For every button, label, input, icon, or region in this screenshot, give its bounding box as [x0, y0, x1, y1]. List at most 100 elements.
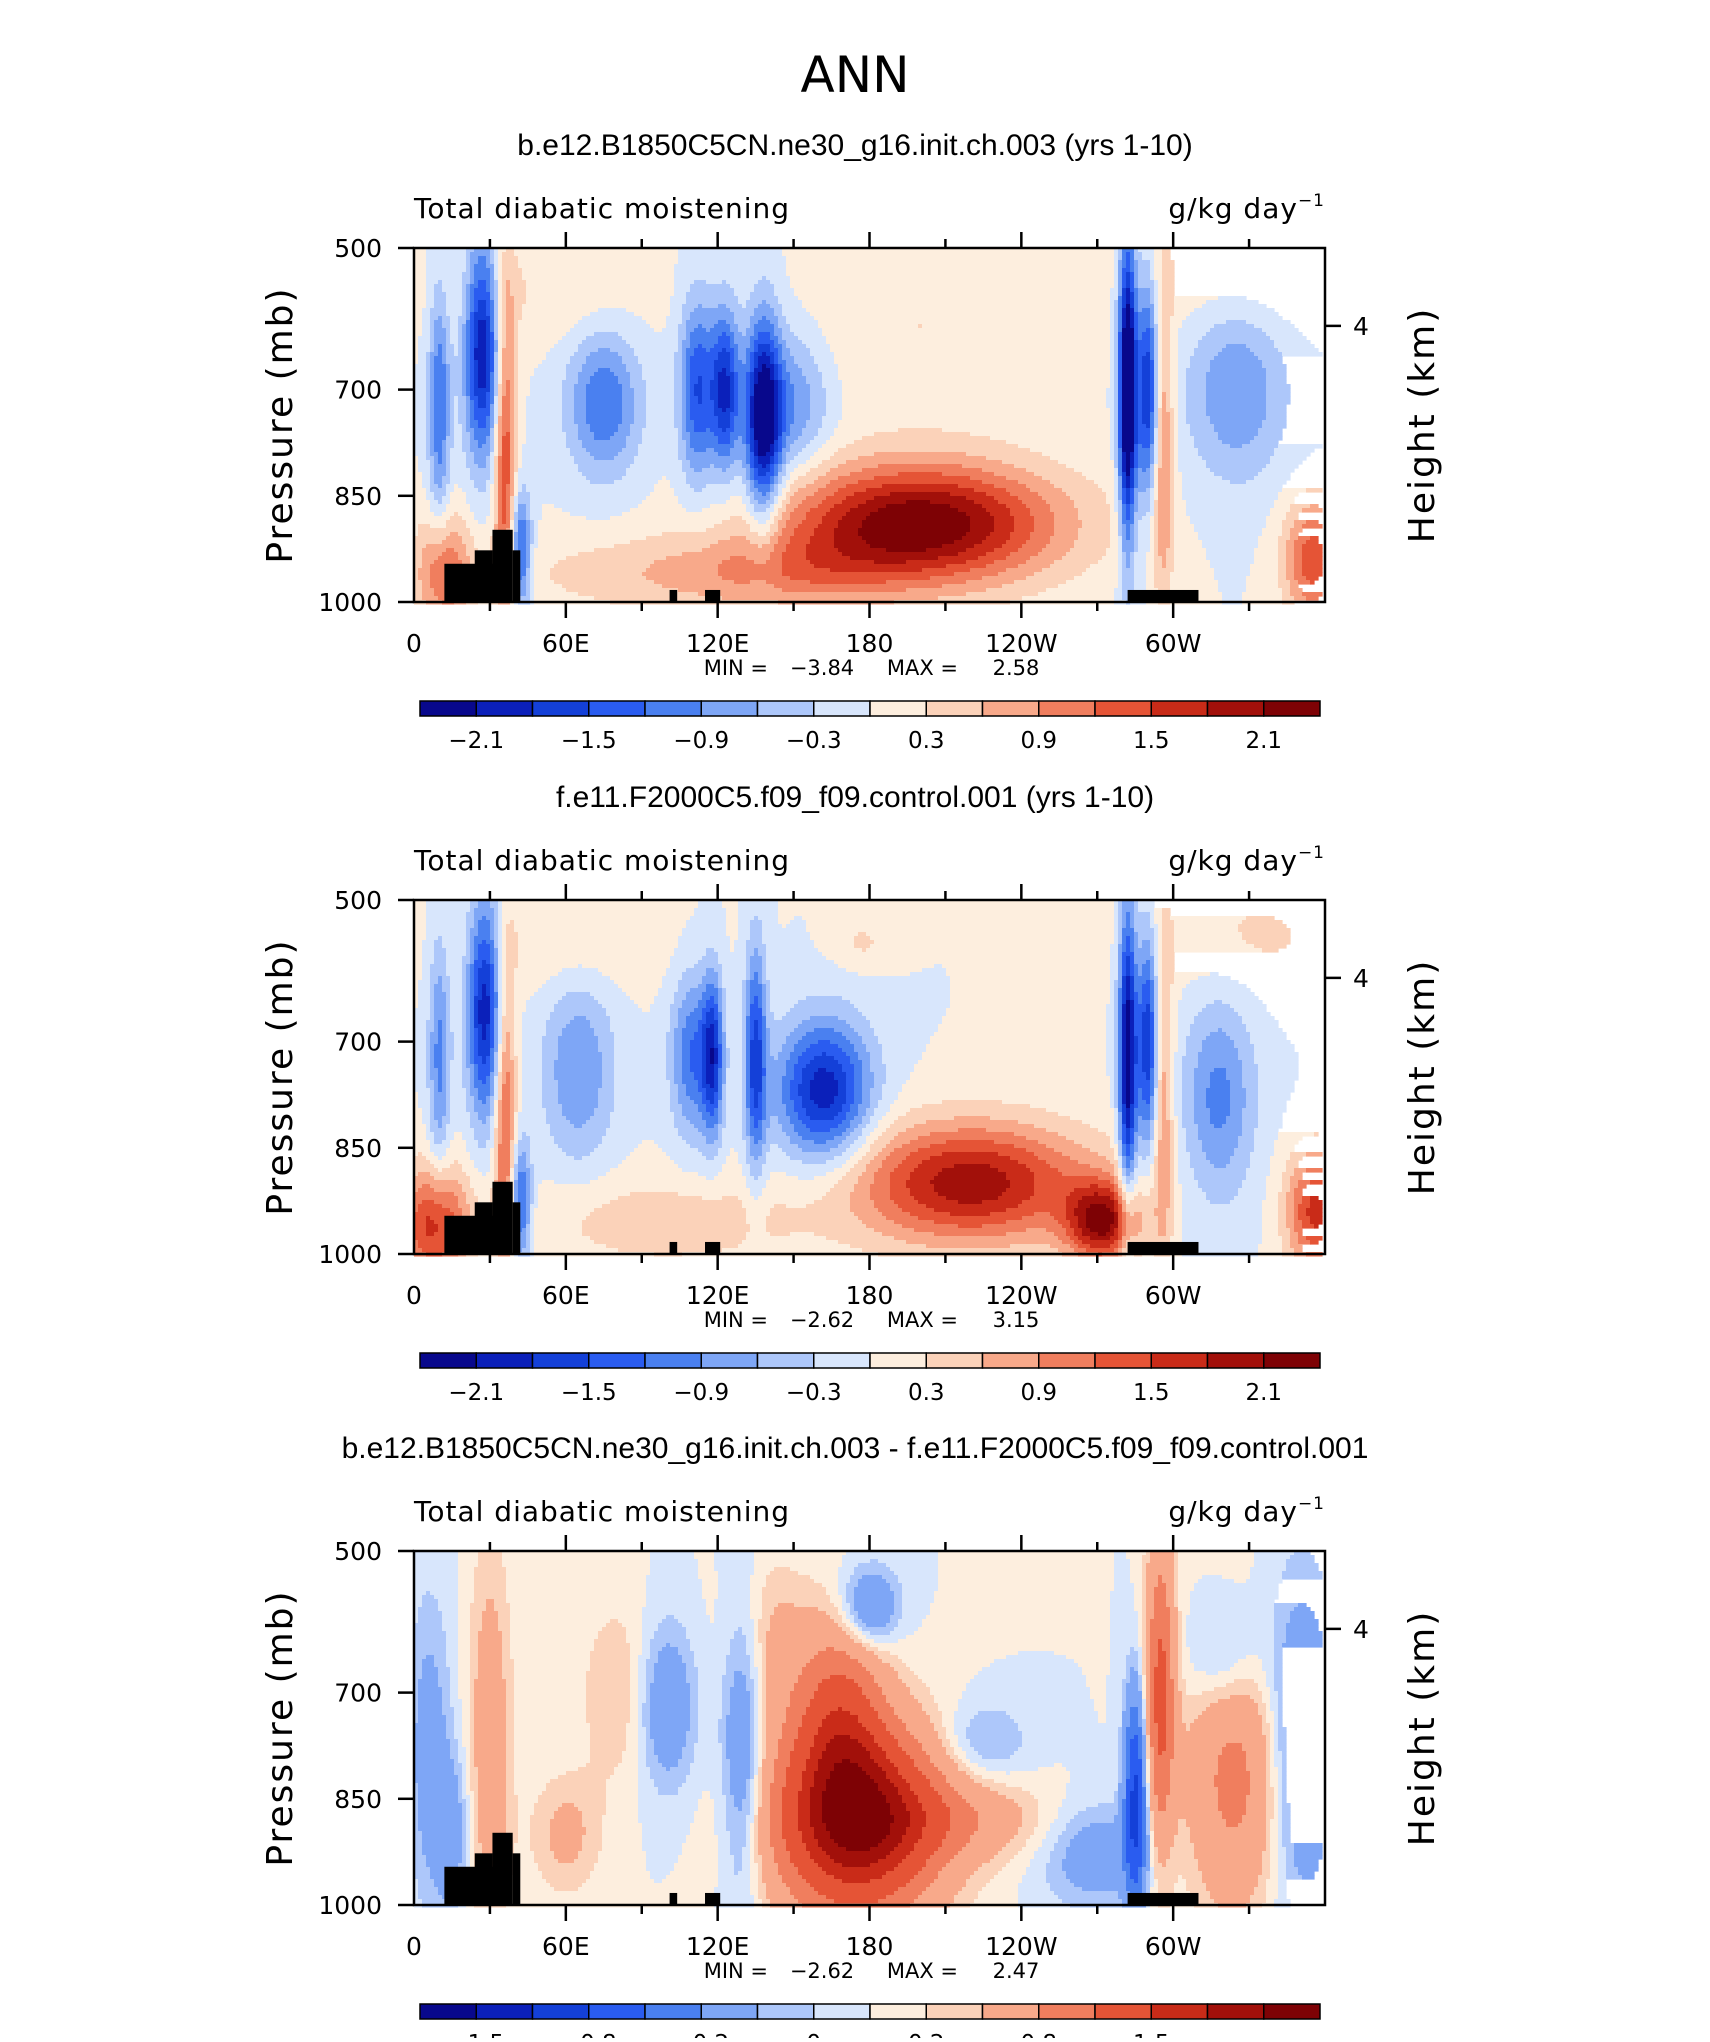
contour-cell — [1130, 316, 1135, 321]
contour-cell — [502, 444, 511, 449]
contour-cell — [1186, 400, 1207, 405]
contour-cell — [474, 960, 483, 965]
contour-cell — [866, 488, 975, 493]
contour-cell — [1134, 400, 1139, 405]
contour-cell — [942, 428, 1111, 433]
contour-cell — [670, 480, 687, 485]
contour-cell — [1154, 560, 1163, 565]
contour-cell — [502, 956, 507, 961]
contour-cell — [1118, 500, 1123, 505]
contour-cell — [1138, 456, 1151, 461]
contour-cell — [490, 360, 495, 365]
contour-cell — [682, 976, 703, 981]
contour-cell — [1114, 428, 1119, 433]
contour-cell — [718, 564, 783, 569]
contour-cell — [1282, 588, 1291, 593]
contour-cell — [430, 396, 435, 401]
contour-cell — [438, 484, 443, 489]
contour-cell — [1142, 388, 1151, 393]
contour-cell — [510, 396, 515, 401]
contour-cell — [1170, 916, 1247, 921]
contour-cell — [790, 484, 807, 489]
contour-cell — [770, 488, 775, 493]
contour-cell — [474, 404, 479, 409]
contour-cell — [802, 300, 1111, 305]
contour-cell — [650, 492, 675, 497]
contour-cell — [490, 376, 495, 381]
contour-cell — [478, 980, 491, 985]
contour-cell — [1122, 308, 1127, 313]
contour-cell — [1042, 496, 1071, 501]
contour-cell — [746, 980, 751, 985]
contour-cell — [1162, 380, 1171, 385]
contour-cell — [506, 924, 515, 929]
contour-cell — [490, 356, 495, 361]
contour-cell — [1174, 448, 1179, 453]
contour-cell — [1126, 252, 1131, 257]
contour-cell — [750, 292, 775, 297]
contour-cell — [414, 332, 423, 337]
contour-cell — [738, 384, 747, 389]
contour-cell — [1134, 320, 1139, 325]
contour-cell — [466, 412, 471, 417]
contour-cell — [566, 444, 583, 449]
contour-cell — [1246, 344, 1275, 349]
contour-cell — [498, 368, 503, 373]
contour-cell — [498, 256, 503, 261]
contour-cell — [1162, 388, 1171, 393]
contour-cell — [1174, 924, 1239, 929]
contour-cell — [1154, 516, 1159, 521]
contour-cell — [490, 320, 495, 325]
contour-cell — [1114, 444, 1119, 449]
contour-cell — [470, 256, 479, 261]
contour-cell — [1122, 932, 1135, 937]
contour-cell — [506, 504, 511, 509]
contour-cell — [1142, 368, 1151, 373]
contour-cell — [834, 492, 855, 497]
contour-cell — [522, 312, 591, 317]
contour-cell — [782, 512, 791, 517]
contour-cell — [1118, 944, 1123, 949]
contour-cell — [758, 916, 779, 921]
contour-cell — [738, 924, 751, 929]
contour-cell — [506, 964, 519, 969]
contour-cell — [518, 392, 531, 397]
contour-cell — [494, 264, 499, 269]
contour-cell — [486, 520, 495, 525]
contour-cell — [514, 376, 519, 381]
contour-cell — [782, 400, 787, 405]
contour-cell — [1146, 584, 1155, 589]
contour-cell — [466, 424, 471, 429]
contour-cell — [430, 436, 435, 441]
contour-cell — [462, 968, 467, 973]
contour-cell — [750, 444, 755, 449]
contour-cell — [1150, 480, 1155, 485]
contour-cell — [506, 344, 515, 349]
contour-cell — [786, 468, 795, 473]
contour-cell — [690, 372, 715, 377]
contour-cell — [514, 924, 687, 929]
contour-cell — [466, 396, 471, 401]
topography-block — [705, 590, 720, 602]
contour-cell — [494, 972, 499, 977]
contour-cell — [510, 412, 515, 417]
contour-cell — [458, 556, 471, 561]
contour-cell — [722, 964, 747, 969]
contour-cell — [630, 432, 643, 437]
contour-cell — [986, 456, 1051, 461]
contour-cell — [1170, 380, 1179, 385]
contour-cell — [1214, 424, 1263, 429]
contour-cell — [1138, 320, 1151, 325]
contour-cell — [770, 464, 775, 469]
contour-cell — [782, 436, 787, 441]
contour-cell — [514, 404, 519, 409]
contour-cell — [730, 420, 735, 425]
contour-cell — [1178, 344, 1199, 349]
contour-cell — [774, 408, 779, 413]
contour-cell — [526, 584, 531, 589]
contour-cell — [1126, 280, 1131, 285]
contour-cell — [1110, 516, 1119, 521]
contour-cell — [426, 404, 431, 409]
contour-cell — [738, 296, 751, 301]
